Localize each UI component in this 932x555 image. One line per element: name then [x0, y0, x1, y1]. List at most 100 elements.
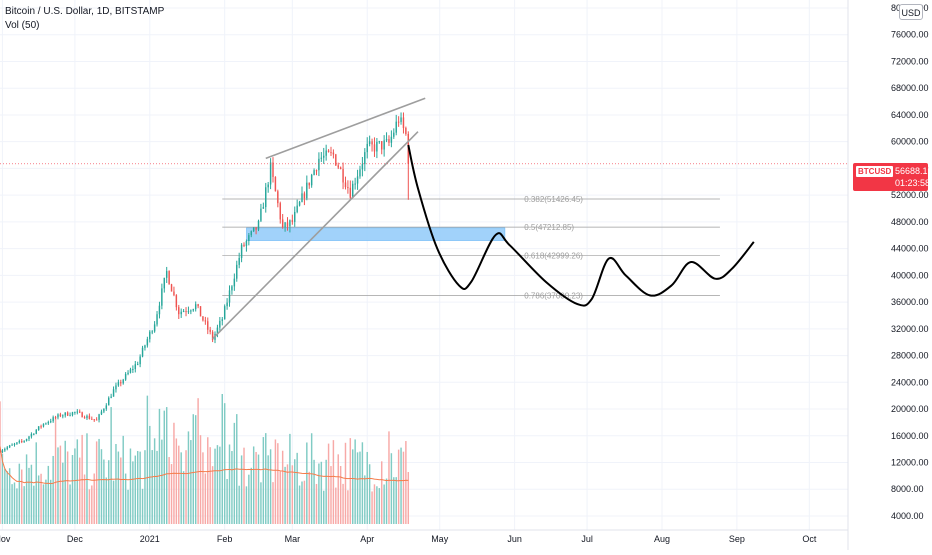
candle-body	[149, 331, 151, 340]
volume-bar	[170, 464, 173, 524]
candle-body	[62, 415, 64, 417]
volume-bar	[330, 466, 332, 524]
volume-bar	[243, 447, 245, 524]
volume-bar	[325, 459, 327, 524]
candle-body	[269, 162, 272, 185]
grid	[0, 0, 848, 530]
volume-bar	[286, 464, 289, 524]
x-tick-label: Apr	[360, 534, 374, 544]
volume-bar	[30, 464, 33, 524]
y-tick-label: 44000.00	[891, 244, 929, 254]
volume-bar	[112, 480, 115, 524]
candle-body	[170, 284, 173, 292]
volume-bar	[168, 457, 170, 524]
volume-bar	[223, 403, 226, 524]
volume-bar	[28, 467, 30, 524]
y-tick-label: 48000.00	[891, 217, 929, 227]
candle-body	[344, 182, 347, 188]
candle-body	[236, 264, 238, 279]
volume-bar	[250, 467, 252, 524]
candle-body	[226, 302, 228, 307]
candle-body	[294, 211, 296, 222]
candle-body	[132, 369, 134, 371]
volume-bars	[0, 394, 410, 524]
volume-bar	[132, 461, 134, 524]
candle-body	[124, 374, 127, 380]
candle-body	[303, 193, 306, 199]
wedge-upper-line	[265, 97, 426, 160]
y-tick-label: 52000.00	[891, 190, 929, 200]
y-tick-label: 12000.00	[891, 458, 929, 468]
candle-body	[267, 184, 269, 188]
volume-bar	[66, 451, 69, 524]
candle-body	[306, 182, 308, 199]
volume-bar	[219, 446, 221, 524]
volume-bar	[105, 477, 108, 524]
volume-bar	[226, 479, 228, 524]
candle-body	[199, 306, 202, 317]
candle-body	[50, 421, 52, 423]
candle-body	[168, 271, 170, 285]
volume-bar	[71, 454, 74, 524]
volume-bar	[151, 450, 153, 524]
price-tag-symbol: BTCUSD	[856, 166, 894, 177]
volume-bar	[207, 437, 209, 524]
x-tick-label: Sep	[729, 534, 745, 544]
volume-bar	[291, 465, 294, 524]
candle-body	[129, 369, 132, 373]
volume-bar	[211, 466, 214, 524]
candle-body	[54, 417, 57, 419]
volume-bar	[50, 479, 52, 524]
candle-body	[190, 310, 192, 312]
volume-bar	[313, 459, 315, 524]
candle-body	[122, 379, 124, 384]
volume-bar	[91, 485, 93, 524]
volume-bar	[366, 451, 368, 524]
fib-level-label: 0.382(51426.45)	[524, 195, 583, 204]
volume-bar	[216, 445, 219, 524]
candle-body	[323, 155, 325, 158]
y-tick-label: 64000.00	[891, 110, 929, 120]
volume-bar	[88, 489, 91, 524]
candle-body	[279, 203, 281, 220]
volume-bar	[199, 435, 202, 524]
candle-body	[337, 165, 339, 168]
volume-bar	[349, 438, 352, 524]
currency-button[interactable]: USD	[899, 4, 923, 20]
candle-body	[120, 382, 122, 384]
x-tick-label: Dec	[67, 534, 84, 544]
candle-body	[373, 144, 376, 152]
volume-bar	[16, 488, 18, 524]
price-tag-countdown: 01:23:58	[895, 178, 931, 188]
volume-bar	[182, 471, 185, 524]
candle-body	[71, 412, 74, 416]
volume-bar	[320, 461, 323, 524]
candle-body	[325, 150, 327, 156]
candle-body	[352, 183, 354, 198]
candle-body	[45, 423, 47, 425]
candle-body	[93, 419, 95, 421]
volume-bar	[303, 480, 306, 524]
candle-body	[228, 290, 231, 303]
overlays	[0, 97, 848, 340]
chart-legend: Bitcoin / U.S. Dollar, 1D, BITSTAMP Vol …	[5, 5, 164, 33]
candle-body	[383, 140, 385, 150]
candle-body	[388, 139, 390, 143]
volume-bar	[57, 447, 59, 524]
candle-body	[252, 227, 255, 232]
volume-bar	[344, 442, 347, 524]
candle-body	[161, 288, 163, 306]
x-tick-label: Aug	[654, 534, 670, 544]
candle-body	[28, 436, 30, 439]
candle-body	[368, 141, 371, 144]
candle-body	[219, 320, 221, 328]
volume-bar	[335, 487, 337, 524]
volume-bar	[163, 410, 166, 524]
volume-bar	[373, 484, 376, 524]
volume-bar	[356, 452, 359, 524]
volume-bar	[192, 414, 195, 524]
volume-bar	[231, 451, 233, 524]
candle-body	[1, 450, 4, 453]
